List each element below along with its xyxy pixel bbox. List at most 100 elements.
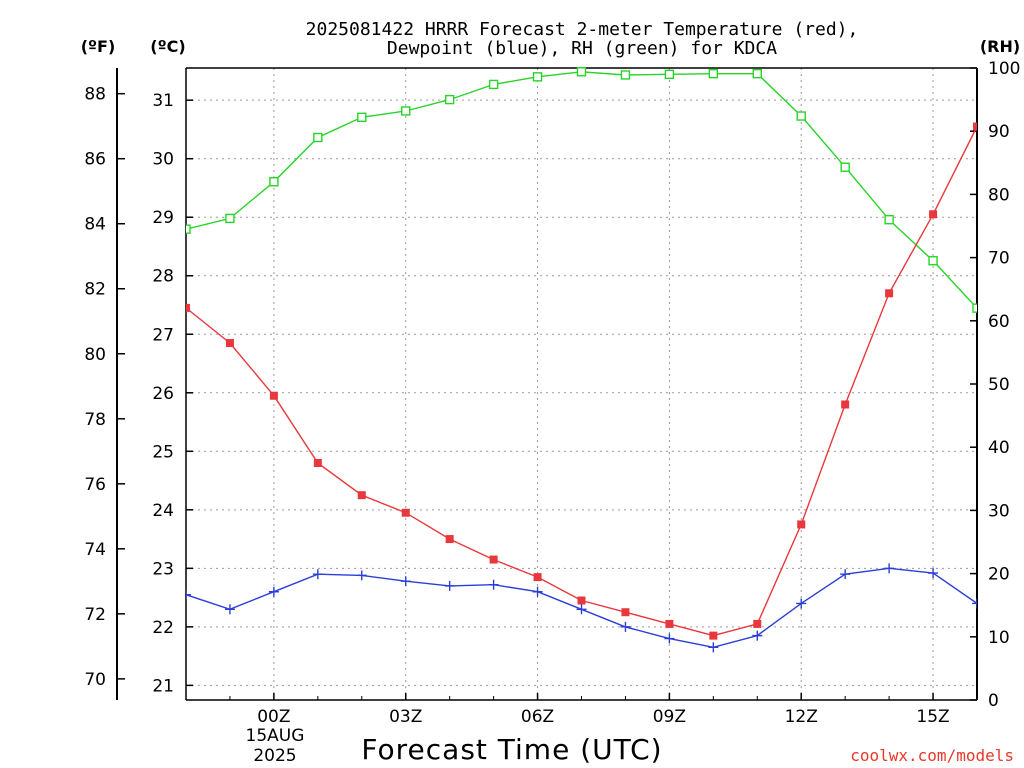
temperature-point <box>753 619 762 628</box>
temperature-point <box>973 122 977 131</box>
rh-unit-label: (RH) <box>980 37 1020 56</box>
date-label-day: 15AUG <box>246 726 305 746</box>
dewpoint-point <box>928 568 939 579</box>
rh-point <box>796 111 806 121</box>
celsius-tick-label: 27 <box>152 325 174 345</box>
time-tick-label: 09Z <box>653 707 686 727</box>
fahrenheit-axis: 70 72 74 76 78 80 82 84 86 88 <box>84 85 125 690</box>
rh-tick-label: 30 <box>988 501 1010 521</box>
fahrenheit-tick-label: 78 <box>84 410 106 430</box>
time-axis: 00Z 03Z 06Z 09Z 12Z 15Z <box>185 693 978 727</box>
rh-point <box>357 112 367 122</box>
temperature-point <box>225 339 234 348</box>
temperature-point <box>929 210 938 219</box>
celsius-tick-label: 30 <box>152 150 174 170</box>
rh-point <box>225 213 235 224</box>
series-temperature <box>186 122 977 640</box>
rh-point <box>884 214 894 225</box>
rh-tick-label: 20 <box>988 565 1010 585</box>
temperature-point <box>797 520 806 529</box>
celsius-tick-label: 23 <box>152 559 174 579</box>
series-dewpoint <box>186 563 977 653</box>
rh-tick-label: 90 <box>988 122 1010 142</box>
fahrenheit-tick-label: 72 <box>84 605 106 625</box>
dewpoint-point <box>752 630 763 641</box>
celsius-unit-label: (ºC) <box>150 37 185 56</box>
series-line-temperature <box>186 126 977 637</box>
rh-tick-label: 10 <box>988 628 1010 648</box>
time-tick-label: 12Z <box>785 707 818 727</box>
credit-link[interactable]: coolwx.com/models <box>850 746 1014 765</box>
celsius-axis: 21 22 23 24 25 26 27 28 29 30 31 <box>152 91 193 696</box>
rh-point <box>313 132 323 143</box>
time-tick-label: 06Z <box>521 707 554 727</box>
temperature-point <box>885 289 894 298</box>
rh-point <box>444 94 455 105</box>
rh-point <box>928 256 938 266</box>
time-tick-label: 03Z <box>389 707 422 727</box>
series-group <box>186 67 977 653</box>
celsius-tick-label: 31 <box>152 91 174 111</box>
rh-point <box>620 70 631 80</box>
title-line-2: Dewpoint (blue), RH (green) for KDCA <box>387 38 777 59</box>
fahrenheit-tick-label: 76 <box>84 475 106 495</box>
fahrenheit-tick-label: 74 <box>84 540 106 560</box>
rh-point <box>401 106 411 116</box>
title-line-1: 2025081422 HRRR Forecast 2-meter Tempera… <box>306 19 859 40</box>
temperature-point <box>186 303 190 312</box>
celsius-tick-label: 25 <box>152 442 174 462</box>
fahrenheit-tick-label: 80 <box>84 345 106 365</box>
rh-tick-label: 60 <box>988 312 1010 332</box>
rh-axis: 0 10 20 30 40 50 60 70 80 90 100 <box>970 59 1020 711</box>
fahrenheit-tick-label: 70 <box>84 670 106 690</box>
temperature-point <box>621 608 630 617</box>
rh-tick-label: 80 <box>988 185 1010 205</box>
time-tick-label: 00Z <box>257 707 290 727</box>
rh-point <box>576 67 587 77</box>
x-axis-title: Forecast Time (UTC) <box>361 733 662 766</box>
celsius-tick-label: 24 <box>152 501 174 521</box>
rh-tick-label: 40 <box>988 438 1010 458</box>
temperature-point <box>841 400 850 409</box>
dewpoint-point <box>576 604 587 615</box>
temperature-point <box>313 459 322 467</box>
dewpoint-point <box>840 569 851 580</box>
temperature-point <box>445 535 454 544</box>
rh-point <box>972 303 977 313</box>
dewpoint-point <box>884 563 895 574</box>
dewpoint-point <box>444 580 455 591</box>
temperature-point <box>577 596 586 605</box>
chart-title: 2025081422 HRRR Forecast 2-meter Tempera… <box>306 19 859 59</box>
temperature-point <box>533 573 542 582</box>
dewpoint-point <box>488 579 499 590</box>
dewpoint-point <box>664 633 675 644</box>
rh-tick-label: 0 <box>988 691 999 711</box>
fahrenheit-tick-label: 84 <box>84 215 106 235</box>
dewpoint-point <box>312 569 323 580</box>
dewpoint-point <box>268 586 279 597</box>
rh-point <box>840 162 850 172</box>
rh-tick-label: 50 <box>988 375 1010 395</box>
date-label-year: 2025 <box>253 746 296 766</box>
celsius-tick-label: 28 <box>152 267 174 287</box>
fahrenheit-tick-label: 86 <box>84 150 106 170</box>
celsius-tick-label: 21 <box>152 676 174 696</box>
dewpoint-point <box>796 598 807 609</box>
temperature-point <box>401 508 410 517</box>
rh-point <box>186 224 191 234</box>
rh-point <box>532 72 543 82</box>
dewpoint-point <box>620 621 631 632</box>
rh-tick-label: 70 <box>988 249 1010 269</box>
dewpoint-point <box>400 576 411 587</box>
rh-point <box>708 68 719 79</box>
fahrenheit-tick-label: 82 <box>84 280 106 300</box>
temperature-point <box>269 391 278 400</box>
rh-point <box>752 68 762 79</box>
dewpoint-point <box>224 604 235 615</box>
dewpoint-point <box>972 598 977 609</box>
dewpoint-point <box>532 586 543 597</box>
series-rh <box>186 67 977 313</box>
rh-tick-label: 100 <box>988 59 1020 79</box>
time-tick-label: 15Z <box>916 707 949 727</box>
